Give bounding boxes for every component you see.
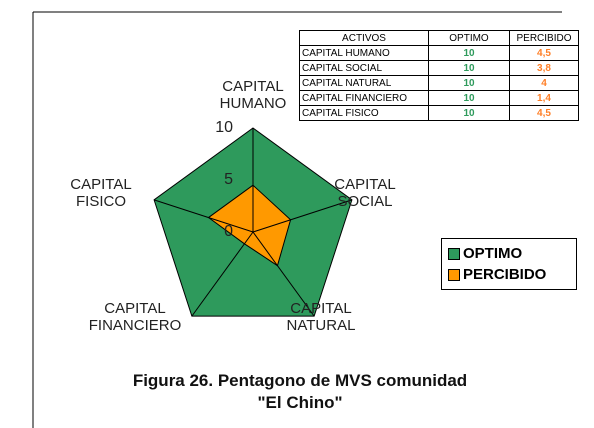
legend-item: OPTIMO [448,243,570,264]
table-row: CAPITAL FINANCIERO 10 1,4 [299,90,579,106]
table-header: PERCIBIDO [509,30,579,46]
legend: OPTIMO PERCIBIDO [441,238,577,290]
category-label: CAPITAL FISICO [70,176,132,210]
category-label: CAPITAL FINANCIERO [88,300,182,334]
legend-swatch [448,247,460,260]
data-table: ACTIVOS OPTIMO PERCIBIDO CAPITAL HUMANO 1… [299,30,579,121]
table-cell: 10 [428,75,510,91]
spoke [252,199,353,233]
series-area [207,184,292,267]
table-header: ACTIVOS [299,30,429,46]
table-cell: 4,5 [509,45,579,61]
table-cell: CAPITAL FISICO [299,105,429,121]
table-cell: 10 [428,60,510,76]
legend-item: PERCIBIDO [448,264,570,285]
table-cell: CAPITAL FINANCIERO [299,90,429,106]
r-tick-label: 0 [224,223,233,240]
category-label: CAPITAL HUMANO [219,78,287,112]
table-cell: 4,5 [509,105,579,121]
table-cell: 1,4 [509,90,579,106]
table-cell: 4 [509,75,579,91]
table-cell: CAPITAL NATURAL [299,75,429,91]
r-tick-label: 10 [215,119,233,136]
table-cell: 10 [428,105,510,121]
table-row: CAPITAL SOCIAL 10 3,8 [299,60,579,76]
table-row: CAPITAL NATURAL 10 4 [299,75,579,91]
table-cell: 3,8 [509,60,579,76]
table-row: CAPITAL FISICO 10 4,5 [299,105,579,121]
spoke [153,199,254,233]
table-cell: 10 [428,45,510,61]
category-label: CAPITAL SOCIAL [334,176,396,210]
table-cell: CAPITAL HUMANO [299,45,429,61]
table-cell: CAPITAL SOCIAL [299,60,429,76]
spoke [252,231,315,317]
table-cell: 10 [428,90,510,106]
r-tick-label: 5 [224,171,233,188]
category-label: CAPITAL NATURAL [286,300,356,334]
chart-title: Figura 26. Pentagono de MVS comunidad "E… [132,371,468,412]
legend-swatch [448,268,460,281]
table-row: CAPITAL HUMANO 10 4,5 [299,45,579,61]
legend-label: OPTIMO [463,245,523,262]
table-header: OPTIMO [428,30,510,46]
spoke [191,231,254,317]
legend-label: PERCIBIDO [463,266,547,283]
